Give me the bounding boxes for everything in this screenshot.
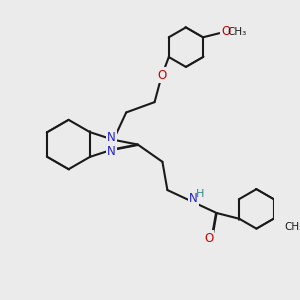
Text: N: N bbox=[107, 145, 116, 158]
Text: CH₃: CH₃ bbox=[285, 222, 300, 232]
Text: O: O bbox=[221, 25, 230, 38]
Text: CH₃: CH₃ bbox=[228, 27, 247, 37]
Text: N: N bbox=[107, 131, 116, 144]
Text: N: N bbox=[189, 192, 198, 205]
Text: O: O bbox=[204, 232, 213, 244]
Text: O: O bbox=[157, 69, 167, 82]
Text: H: H bbox=[196, 189, 204, 199]
